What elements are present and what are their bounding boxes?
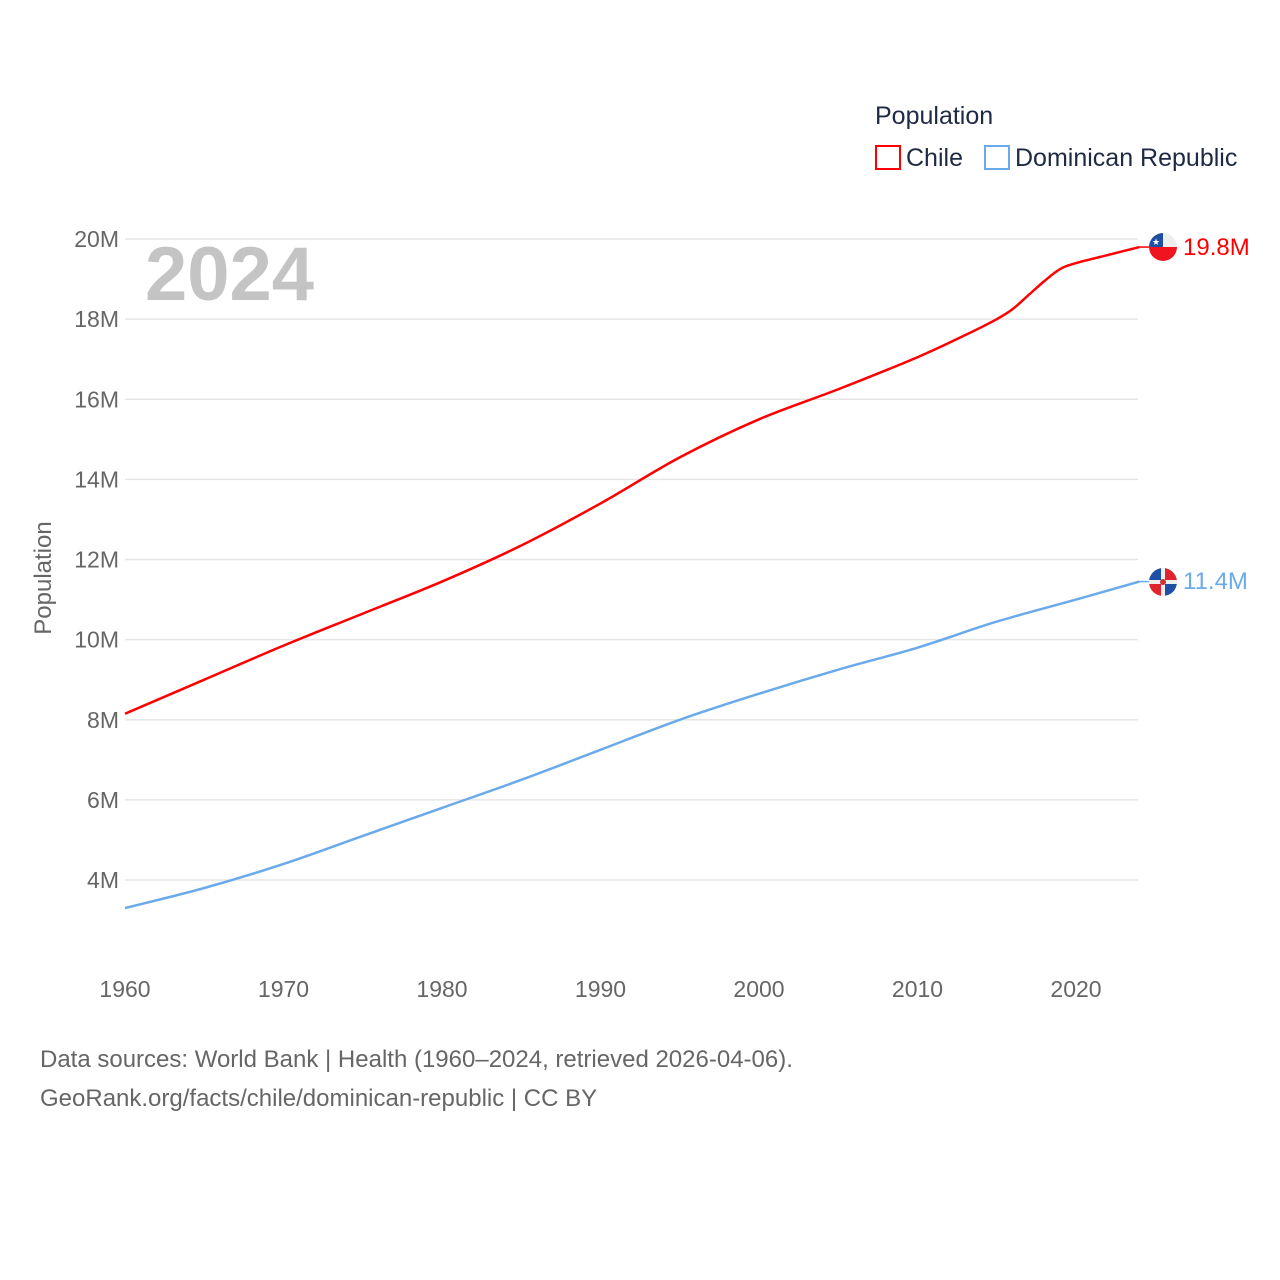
- x-tick-label: 1960: [99, 976, 150, 1002]
- chile-end-label: 19.8M: [1183, 234, 1250, 261]
- y-tick-label: 16M: [74, 386, 119, 412]
- y-tick-label: 12M: [74, 547, 119, 573]
- y-tick-label: 6M: [87, 787, 119, 813]
- chile-flag-icon: ★: [1149, 233, 1177, 261]
- x-tick-label: 2010: [892, 976, 943, 1002]
- footer-attribution[interactable]: GeoRank.org/facts/chile/dominican-republ…: [40, 1085, 598, 1112]
- x-tick-label: 1970: [258, 976, 309, 1002]
- y-tick-label: 8M: [87, 707, 119, 733]
- legend: Population Chile Dominican Republic: [875, 102, 1237, 172]
- svg-text:★: ★: [1152, 237, 1160, 247]
- y-tick-label: 14M: [74, 466, 119, 492]
- y-axis-ticks: 4M 6M 8M 10M 12M 14M 16M 18M 20M: [74, 226, 119, 893]
- x-axis-ticks: 1960 1970 1980 1990 2000 2010 2020: [99, 976, 1101, 1002]
- y-tick-label: 18M: [74, 306, 119, 332]
- x-tick-label: 2000: [733, 976, 784, 1002]
- legend-swatch-dominican-republic: [984, 145, 1010, 170]
- y-tick-label: 4M: [87, 867, 119, 893]
- x-tick-label: 1980: [416, 976, 467, 1002]
- series-line-dominican-republic: [124, 580, 1140, 910]
- dominican-republic-end-label: 11.4M: [1183, 568, 1248, 595]
- legend-label-chile[interactable]: Chile: [906, 144, 963, 172]
- x-tick-label: 1990: [575, 976, 626, 1002]
- dominican-republic-flag-icon: [1149, 568, 1177, 596]
- legend-title: Population: [875, 102, 993, 130]
- x-tick-label: 2020: [1050, 976, 1101, 1002]
- legend-label-dominican-republic[interactable]: Dominican Republic: [1015, 144, 1237, 172]
- y-tick-label: 10M: [74, 627, 119, 653]
- legend-swatch-chile: [875, 145, 901, 170]
- gridlines: [125, 238, 1138, 881]
- series-line-chile: [124, 245, 1140, 715]
- y-tick-label: 20M: [74, 226, 119, 252]
- year-overlay: 2024: [145, 232, 314, 317]
- y-axis-label: Population: [30, 521, 57, 634]
- series-lines: [124, 245, 1149, 910]
- footer-sources: Data sources: World Bank | Health (1960–…: [40, 1046, 793, 1073]
